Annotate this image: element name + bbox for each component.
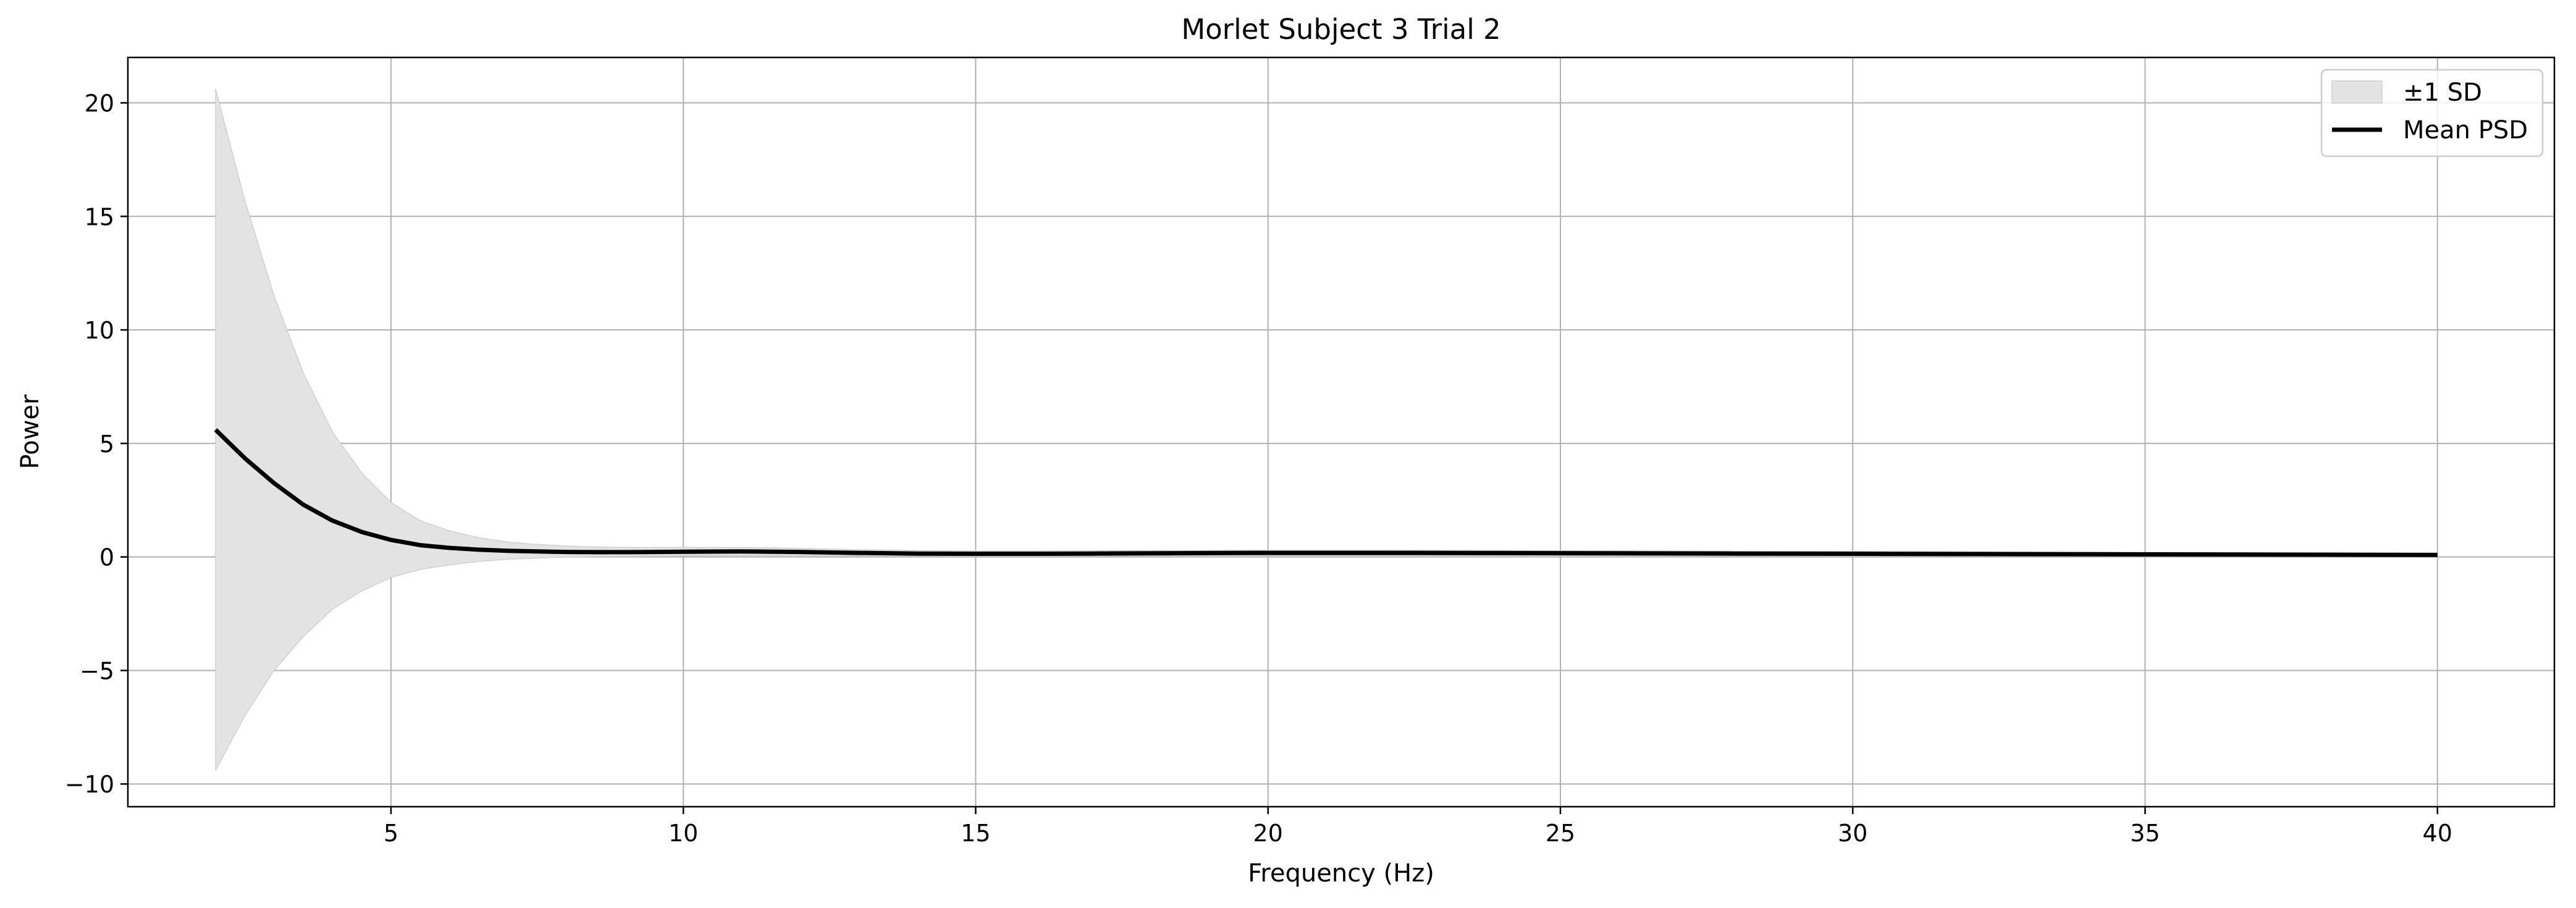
x-axis-label: Frequency (Hz) [1248,859,1434,888]
legend-band-swatch [2331,80,2383,104]
chart-title: Morlet Subject 3 Trial 2 [1181,13,1501,46]
y-tick-label: 10 [85,317,114,344]
plot-frame [127,56,2556,808]
x-tick-label: 20 [1253,820,1283,847]
legend-label-mean: Mean PSD [2403,116,2528,145]
ticks: 5 10 15 20 25 30 35 40 −10 −5 0 5 10 15 20 [65,90,2452,847]
x-tick-label: 10 [668,820,698,847]
x-tick-label: 15 [961,820,990,847]
legend-label-band: ±1 SD [2403,78,2482,107]
y-tick-label: −5 [80,657,114,684]
gridlines [128,57,2554,807]
y-tick-label: −10 [65,771,114,798]
y-tick-label: 0 [99,544,114,571]
legend: ±1 SD Mean PSD [2320,69,2544,158]
x-tick-label: 35 [2130,820,2160,847]
y-tick-label: 15 [85,203,114,230]
x-tick-label: 40 [2423,820,2452,847]
y-axis-label: Power [16,394,44,469]
y-tick-label: 5 [99,431,114,458]
x-tick-label: 5 [384,820,398,847]
sd-band-area [215,89,2438,771]
mean-psd-line [214,428,2438,557]
series-layer [214,89,2438,771]
x-tick-label: 25 [1546,820,1575,847]
x-tick-label: 30 [1838,820,1867,847]
plot-area-background [128,57,2554,807]
y-tick-label: 20 [85,90,114,117]
